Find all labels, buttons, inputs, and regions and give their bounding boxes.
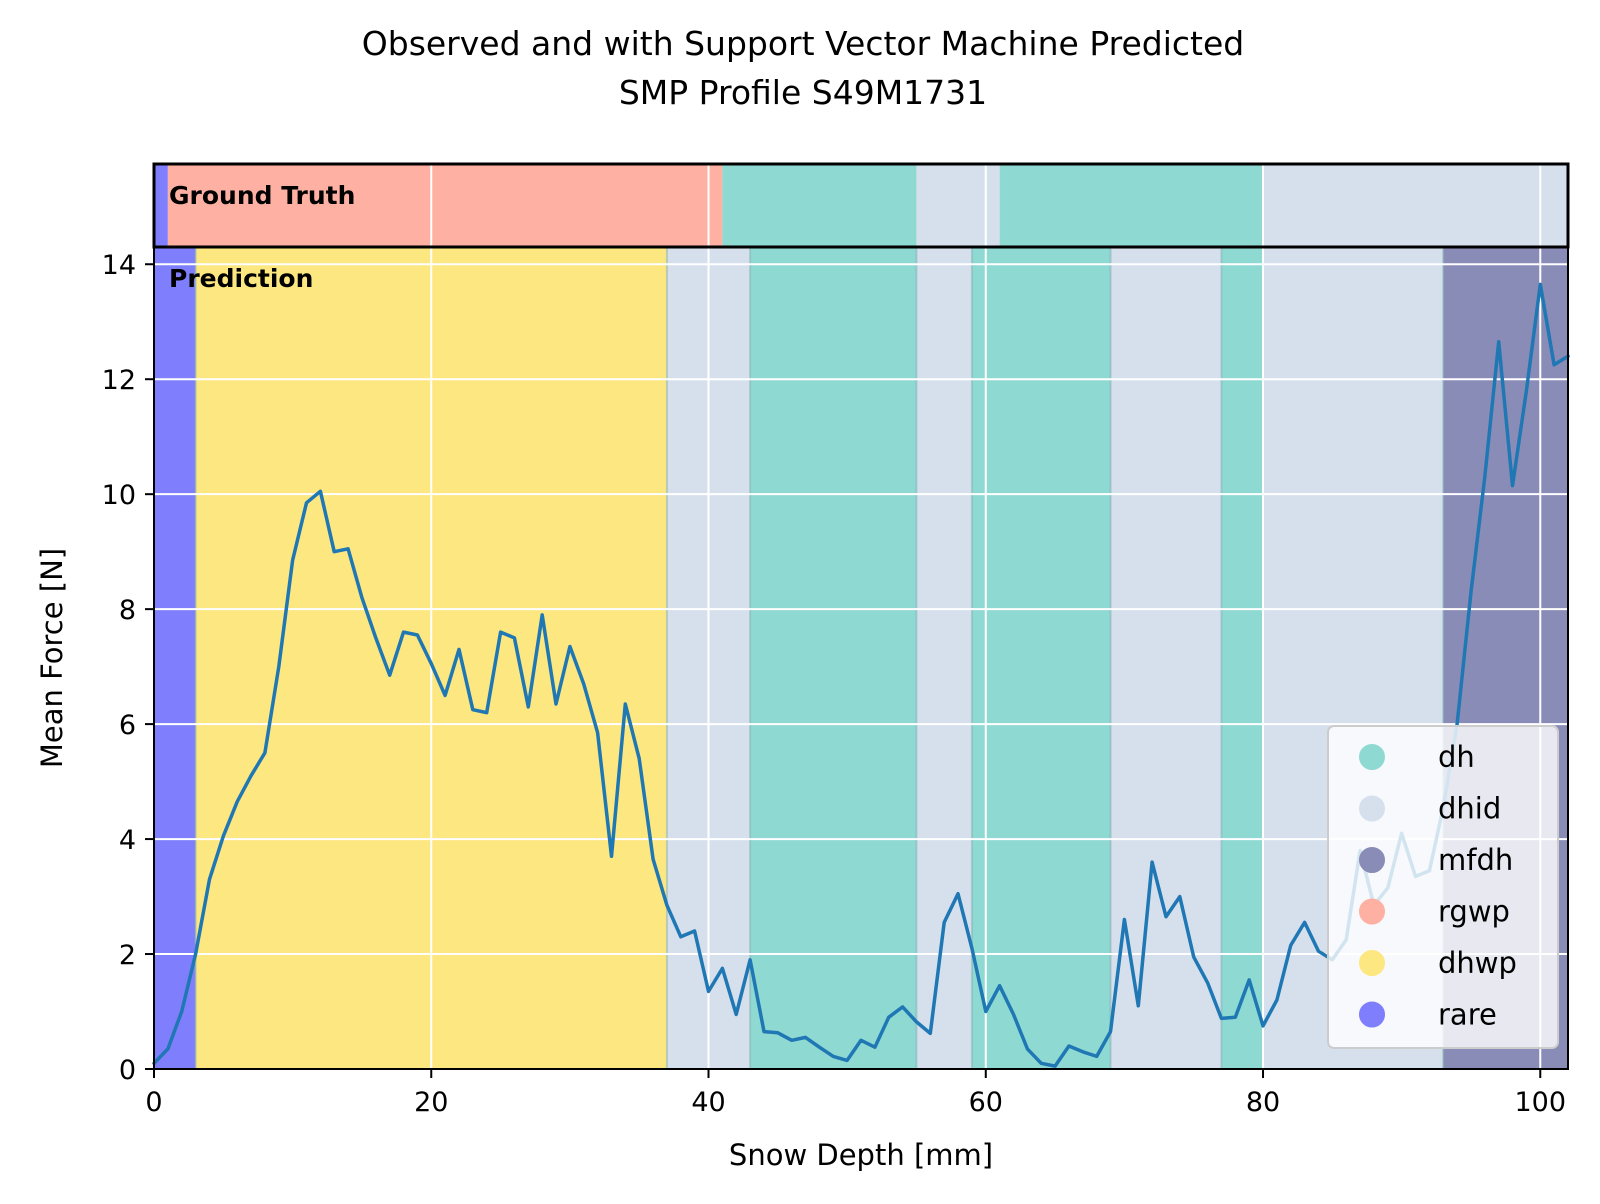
prediction-label: Prediction — [169, 264, 313, 293]
x-axis-ticks: 0 20 40 60 80 100 — [145, 1069, 1566, 1118]
y-tick-label: 10 — [102, 480, 136, 511]
chart-title-line1: Observed and with Support Vector Machine… — [362, 24, 1244, 63]
y-axis-ticks: 0 2 4 6 8 10 12 14 — [102, 250, 154, 1086]
ground-truth-segment-dh — [999, 164, 1264, 247]
y-tick-label: 12 — [102, 365, 136, 396]
prediction-segment-dh — [1221, 247, 1264, 1069]
legend: dh dhid mfdh rgwp dhwp rare — [1327, 725, 1559, 1049]
ground-truth-segment-dhid — [916, 164, 1000, 247]
grid-lines — [153, 164, 1568, 1070]
ground-truth-segment-rgwp — [167, 164, 723, 247]
y-tick-label: 4 — [119, 825, 136, 856]
legend-label-dhwp: dhwp — [1438, 946, 1517, 980]
legend-label-dhid: dhid — [1438, 792, 1501, 826]
ground-truth-segment-dhid — [1263, 164, 1568, 247]
x-tick-label: 20 — [414, 1087, 448, 1118]
prediction-segment-rare — [154, 247, 196, 1069]
ground-truth-strip — [154, 164, 1568, 247]
y-tick-label: 8 — [119, 595, 136, 626]
plot-frame — [153, 246, 1569, 1070]
x-tick-label: 80 — [1246, 1087, 1280, 1118]
ground-truth-label: Ground Truth — [169, 181, 355, 210]
prediction-segment-dh — [750, 247, 917, 1069]
ground-truth-segment-rare — [154, 164, 168, 247]
legend-label-dh: dh — [1438, 740, 1475, 774]
chart-title-line2: SMP Profile S49M1731 — [619, 73, 987, 112]
legend-marker-dhwp — [1359, 950, 1385, 976]
legend-box — [1327, 725, 1559, 1049]
x-axis-label: Snow Depth [mm] — [729, 1138, 993, 1172]
ground-truth-segment-dh — [722, 164, 917, 247]
y-tick-label: 14 — [102, 250, 136, 281]
y-tick-label: 0 — [119, 1055, 136, 1086]
legend-marker-rare — [1359, 1001, 1385, 1028]
legend-marker-rgwp — [1359, 898, 1385, 925]
legend-label-mfdh: mfdh — [1438, 843, 1513, 877]
legend-marker-dh — [1359, 744, 1385, 770]
prediction-segment-dhid — [916, 247, 972, 1069]
x-tick-label: 100 — [1515, 1087, 1567, 1118]
y-tick-label: 6 — [119, 710, 136, 741]
x-tick-label: 40 — [691, 1087, 725, 1118]
y-tick-label: 2 — [119, 940, 136, 971]
legend-marker-mfdh — [1359, 847, 1385, 873]
prediction-segment-dh — [971, 247, 1111, 1069]
legend-marker-dhid — [1359, 795, 1385, 822]
y-axis-label: Mean Force [N] — [35, 548, 69, 768]
x-tick-label: 0 — [145, 1087, 162, 1118]
prediction-segment-dhid — [1110, 247, 1222, 1069]
x-tick-label: 60 — [969, 1087, 1003, 1118]
legend-label-rgwp: rgwp — [1438, 895, 1510, 929]
legend-label-rare: rare — [1438, 998, 1497, 1032]
